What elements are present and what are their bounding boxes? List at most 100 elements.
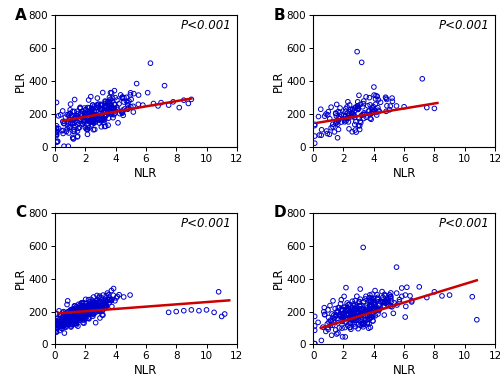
Point <box>354 321 362 327</box>
Point <box>78 300 86 307</box>
Point <box>78 311 86 317</box>
Point <box>52 319 60 325</box>
Point <box>89 306 97 312</box>
Point <box>160 82 168 89</box>
Point <box>349 317 357 323</box>
Point <box>372 110 380 116</box>
Point <box>68 313 76 320</box>
Point <box>69 310 77 317</box>
Text: B: B <box>273 8 285 22</box>
Point <box>88 105 96 111</box>
Point <box>82 112 90 118</box>
Point <box>60 120 68 127</box>
Point <box>85 118 93 124</box>
Point <box>360 111 368 117</box>
Point <box>348 317 356 323</box>
Point <box>101 103 109 110</box>
Point <box>86 117 94 123</box>
Point <box>58 325 66 331</box>
Point <box>353 313 361 319</box>
Point <box>108 103 116 109</box>
Point <box>157 99 165 106</box>
Point <box>74 317 82 323</box>
Point <box>353 305 361 311</box>
Point <box>52 328 60 334</box>
Point <box>58 108 66 114</box>
Point <box>84 307 92 313</box>
Point <box>84 115 92 121</box>
Point <box>334 308 342 314</box>
Point <box>80 118 88 125</box>
Point <box>338 112 345 118</box>
Point <box>86 117 94 123</box>
Point <box>86 105 94 111</box>
Point <box>84 311 92 317</box>
Point <box>139 102 147 108</box>
Point <box>371 307 379 313</box>
Point <box>402 292 409 298</box>
Point <box>336 109 344 115</box>
Point <box>97 102 105 108</box>
Point <box>72 312 80 319</box>
Point <box>322 128 330 134</box>
Point <box>52 322 60 328</box>
Point <box>89 119 97 125</box>
Point <box>344 301 352 308</box>
Point <box>360 298 368 305</box>
Point <box>108 104 116 111</box>
Point <box>72 312 80 319</box>
Point <box>374 97 382 103</box>
Point <box>95 307 103 313</box>
Point <box>351 108 359 114</box>
Point <box>82 111 90 117</box>
Point <box>78 304 86 310</box>
Point <box>59 118 67 125</box>
Point <box>331 313 339 320</box>
Point <box>366 102 374 108</box>
Point <box>374 307 382 313</box>
Point <box>60 143 68 149</box>
Point <box>84 305 92 311</box>
Point <box>72 307 80 313</box>
Point <box>415 284 423 290</box>
Point <box>386 103 394 109</box>
Point <box>110 286 118 292</box>
Point <box>368 110 376 116</box>
Point <box>82 116 90 122</box>
Point <box>111 101 119 108</box>
Point <box>340 119 348 125</box>
Point <box>82 312 90 319</box>
Point <box>340 112 348 118</box>
Point <box>74 313 82 319</box>
Point <box>346 315 354 321</box>
Point <box>68 315 76 321</box>
Point <box>84 131 92 137</box>
Point <box>61 314 69 320</box>
Point <box>71 123 79 129</box>
Point <box>378 299 386 305</box>
Point <box>336 105 344 111</box>
Point <box>63 315 71 322</box>
Point <box>64 112 72 118</box>
Point <box>89 303 97 310</box>
Point <box>79 310 87 316</box>
Point <box>81 307 89 313</box>
Point <box>384 299 392 305</box>
Text: A: A <box>15 8 27 22</box>
Point <box>94 116 102 123</box>
Point <box>350 310 358 316</box>
Point <box>61 310 69 317</box>
Point <box>96 305 104 311</box>
Point <box>62 128 70 135</box>
Point <box>348 111 356 117</box>
Point <box>332 110 340 116</box>
Point <box>58 315 66 321</box>
Point <box>94 112 102 118</box>
Point <box>80 320 88 326</box>
Point <box>310 323 318 329</box>
Point <box>84 315 92 321</box>
Point <box>344 310 352 317</box>
Point <box>92 309 100 315</box>
Point <box>72 303 80 310</box>
Point <box>82 300 90 307</box>
